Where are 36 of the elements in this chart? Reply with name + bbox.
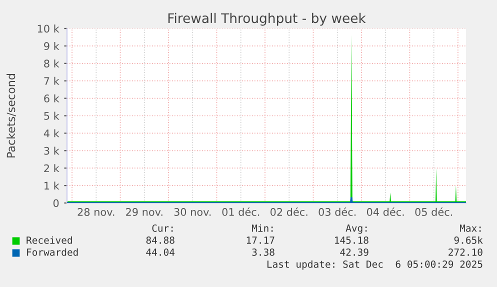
x-tick-label: 29 nov. [126,208,162,216]
y-tick-label: 6 k [44,94,60,102]
y-tick-label: 1 k [44,182,60,190]
y-tick-label: 5 k [44,112,60,120]
y-tick-label: 0 [53,199,59,208]
chart-title: Firewall Throughput - by week [168,12,366,26]
text: Max: [460,224,481,232]
y-tick-label: 10 k [38,24,60,33]
text: 9.65k [454,236,483,244]
y-axis-title: Packets/second [6,74,16,158]
y-tick-label: 4 k [44,129,60,138]
text: 42.39 [340,248,368,256]
x-tick-label: 05 déc. [415,207,452,216]
text: 84.88 [146,236,174,244]
text: 44.04 [146,248,175,256]
text: Avg: [346,224,367,234]
x-tick-label: 03 déc. [318,207,356,216]
x-tick-label: 01 déc. [222,207,260,216]
text: 17.17 [246,236,274,244]
y-tick-label: 8 k [44,59,60,68]
legend-label: Forwarded [27,248,78,256]
legend-label: Received [26,236,72,244]
text: 145.18 [335,236,368,244]
text: Min: [252,224,273,232]
y-tick-label: 3 k [44,146,60,155]
text: Cur: [152,224,173,232]
text: 3.38 [252,248,274,256]
x-tick-label: 28 nov. [78,208,114,216]
text: Last update: Sat Dec 6 05:00:29 2025 [267,260,482,270]
y-tick-label: 2 k [44,164,60,172]
y-tick-label: 9 k [44,42,60,50]
y-tick-label: 7 k [44,76,60,85]
x-tick-label: 30 nov. [174,208,211,216]
x-tick-label: 04 déc. [366,207,404,216]
text: 272.10 [448,248,482,256]
x-tick-label: 02 déc. [270,207,308,216]
